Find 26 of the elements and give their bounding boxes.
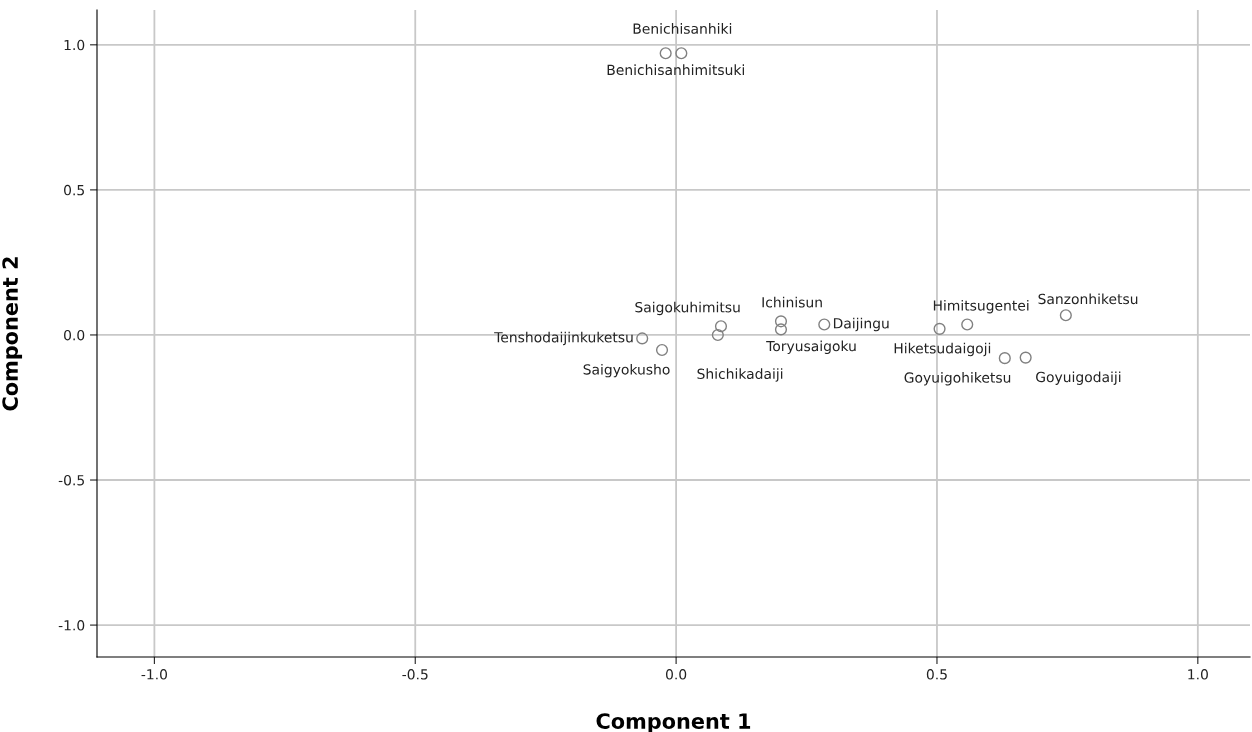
x-tick-label: -1.0 [141, 669, 168, 680]
x-tick-label: 0.0 [665, 669, 687, 680]
y-axis-title: Component 2 [2, 257, 23, 411]
x-tick-label: 0.5 [926, 669, 947, 680]
annotation: Saigokuhimitsu [635, 301, 740, 316]
annotation: Benichisanhiki [633, 23, 732, 34]
annotation: Benichisanhimitsuki [607, 64, 744, 76]
annotation: Himitsugentei [933, 299, 1029, 314]
annotation: Goyuigodaiji [1036, 371, 1121, 385]
annotation: Toryusaigoku [766, 340, 856, 354]
y-tick-label: 1.0 [64, 39, 85, 51]
annotation: Ichinisun [762, 296, 822, 308]
annotation: Hiketsudaigoji [894, 342, 991, 357]
annotation: Daijingu [833, 317, 889, 332]
annotation: Shichikadaiji [697, 368, 783, 382]
x-tick-label: -0.5 [402, 669, 428, 680]
annotation: Tenshodaijinkuketsu [494, 331, 633, 346]
y-tick-label: 0.5 [64, 184, 84, 196]
x-tick-label: 1.0 [1188, 669, 1208, 680]
y-tick-label: -0.5 [58, 474, 84, 486]
annotation: Saigyokusho [583, 363, 670, 378]
x-axis-title: Component 1 [596, 713, 751, 732]
annotation: Goyuigohiketsu [904, 372, 1011, 386]
y-tick-label: 0.0 [64, 329, 85, 341]
y-tick-label: -1.0 [58, 620, 85, 631]
annotation: Sanzonhiketsu [1038, 293, 1138, 305]
